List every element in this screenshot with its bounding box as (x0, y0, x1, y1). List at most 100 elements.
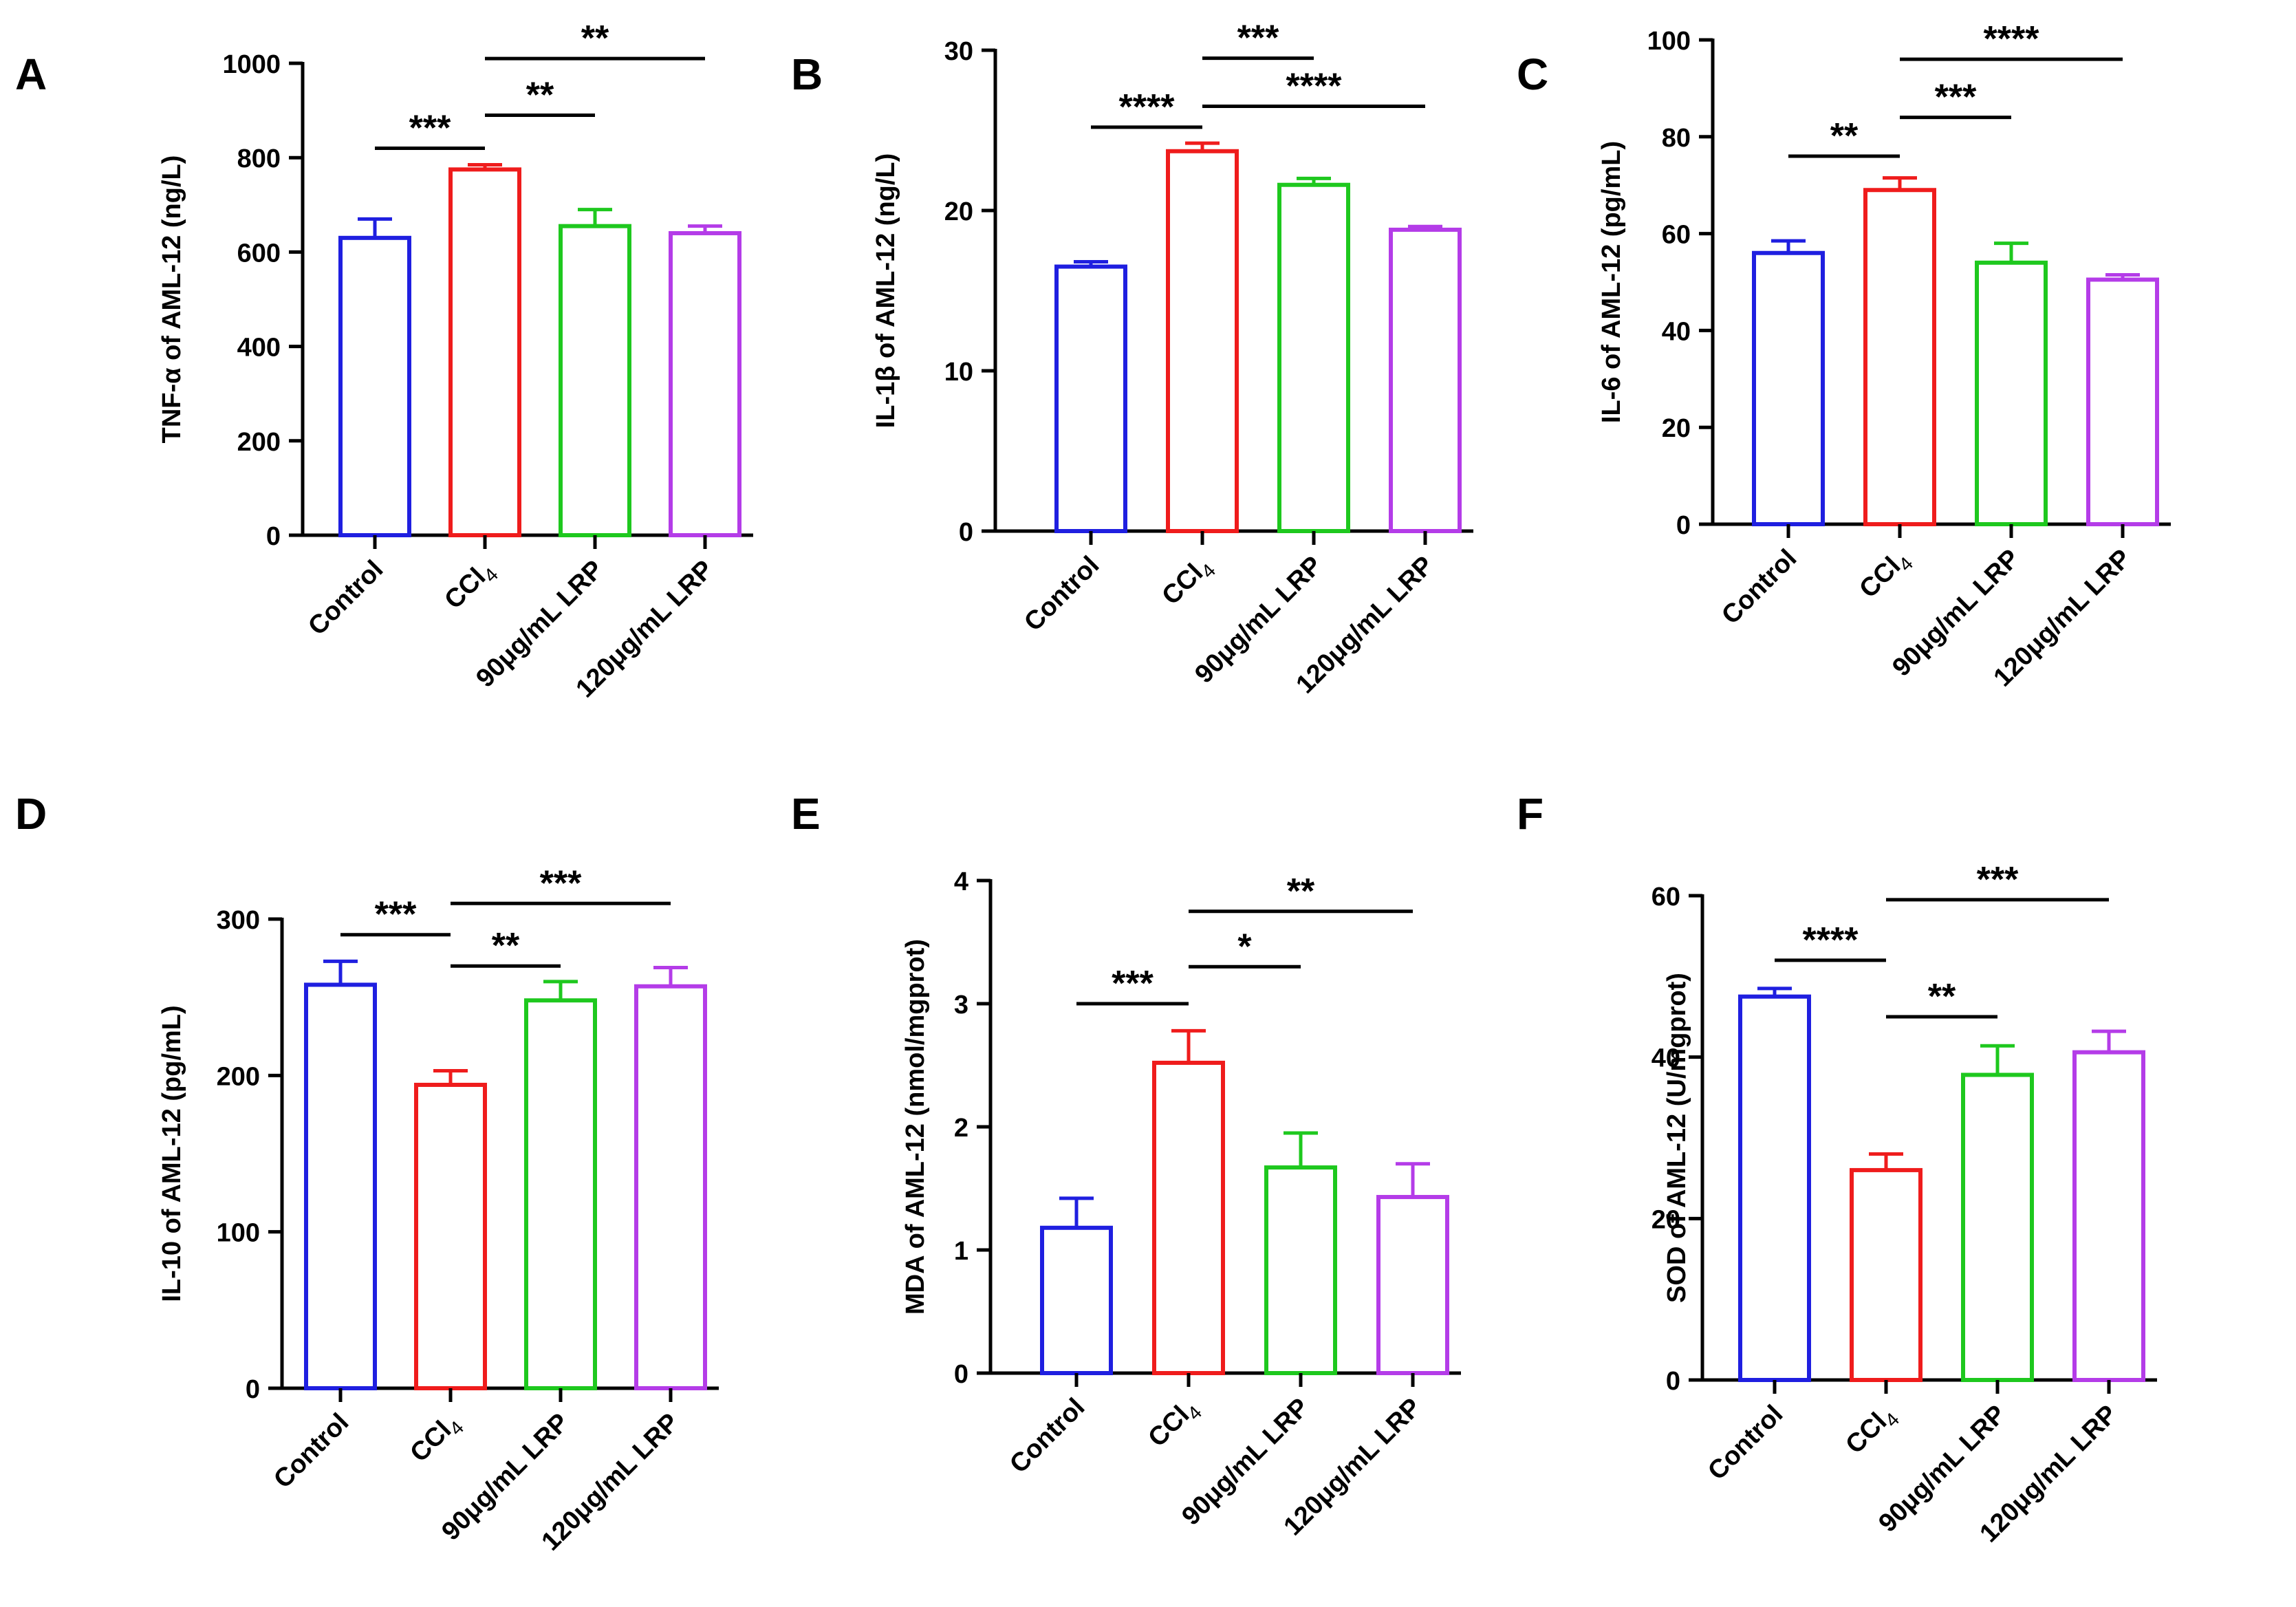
bar-2 (1863, 188, 1936, 526)
y-tick-label: 40 (1662, 317, 1691, 346)
panel-label: E (791, 789, 821, 839)
panel-label: C (1517, 50, 1548, 99)
significance-label: *** (1237, 19, 1279, 58)
y-tick-label: 100 (217, 1219, 260, 1248)
y-axis-label: MDA of AML-12 (nmol/mgprot) (901, 939, 930, 1315)
significance-label: ** (581, 19, 609, 58)
y-tick-label: 80 (1662, 124, 1691, 153)
significance-label: **** (1119, 87, 1176, 127)
panel-label: B (791, 50, 823, 99)
y-tick-label: 40 (1651, 1044, 1680, 1073)
significance-label: ** (1287, 872, 1315, 912)
y-tick-label: 1 (954, 1237, 968, 1266)
bar-1 (1040, 1225, 1113, 1376)
y-tick-label: 600 (237, 239, 281, 268)
x-tick-label: CCl4 (1156, 551, 1220, 614)
y-tick-label: 0 (1666, 1367, 1680, 1396)
y-tick-label: 20 (944, 197, 973, 226)
significance-label: **** (1803, 920, 1859, 960)
significance-label: *** (1935, 78, 1977, 118)
y-tick-label: 200 (237, 428, 281, 457)
significance-label: *** (1977, 860, 2019, 900)
y-tick-label: 1000 (222, 50, 281, 79)
y-axis-label: IL-10 of AML-12 (pg/mL) (158, 1005, 186, 1302)
x-tick-label: CCl4 (439, 555, 502, 618)
panel-f: F 0 20 40 60 SOD of AML-12 (U/mgprot) Control C… (1517, 789, 2157, 1549)
panel-c: C 0 20 40 60 80 100 IL-6 of AML-12 (pg/mL) Contr… (1517, 19, 2171, 693)
bar-3 (559, 224, 631, 537)
significance-label: *** (1112, 964, 1154, 1004)
x-tick-label: CCl4 (1142, 1393, 1206, 1456)
panel-label: A (15, 50, 47, 99)
bar-3 (1961, 1072, 2034, 1382)
panel-b: B 0 10 20 30 IL-1β of AML-12 (ng/L) Control CCl… (791, 19, 1473, 700)
bar-3 (524, 998, 597, 1391)
x-tick-label: CCl4 (404, 1408, 468, 1471)
bar-1 (1054, 264, 1127, 533)
significance-label: ** (1928, 977, 1956, 1017)
bar-4 (634, 984, 707, 1390)
bar-3 (1264, 1165, 1337, 1375)
x-tick-label: CCl4 (1840, 1400, 1903, 1463)
y-axis-label: TNF-α of AML-12 (ng/L) (158, 155, 186, 444)
bar-4 (2086, 277, 2159, 526)
panel-label: F (1517, 789, 1544, 839)
y-tick-label: 20 (1651, 1205, 1680, 1234)
bar-2 (1850, 1167, 1923, 1383)
bar-1 (338, 235, 411, 537)
x-tick-label: Control (1702, 1400, 1788, 1486)
y-tick-label: 800 (237, 144, 281, 173)
significance-label: *** (540, 863, 582, 903)
y-tick-label: 300 (217, 906, 260, 935)
significance-label: * (1237, 927, 1252, 967)
y-tick-label: 0 (266, 522, 281, 551)
y-tick-label: 100 (1647, 27, 1691, 56)
x-tick-label: CCl4 (1854, 544, 1917, 607)
panel-e: E 0 1 2 3 4 MDA of AML-12 (nmol/mgprot) Control… (791, 789, 1461, 1542)
y-tick-label: 200 (217, 1062, 260, 1091)
y-tick-label: 0 (954, 1360, 968, 1389)
significance-label: *** (375, 895, 417, 935)
bar-4 (2072, 1050, 2145, 1383)
y-tick-label: 60 (1651, 883, 1680, 912)
significance-label: ** (1830, 116, 1859, 156)
bar-4 (1376, 1195, 1449, 1376)
y-tick-label: 3 (954, 991, 968, 1020)
y-tick-label: 30 (944, 37, 973, 66)
y-tick-label: 0 (959, 518, 973, 547)
y-tick-label: 2 (954, 1114, 968, 1143)
bar-1 (1738, 994, 1811, 1382)
y-tick-label: 400 (237, 334, 281, 363)
bar-1 (304, 982, 377, 1390)
bar-2 (1152, 1060, 1225, 1376)
bar-4 (1389, 227, 1462, 533)
y-tick-label: 4 (954, 867, 968, 896)
bar-2 (414, 1082, 487, 1391)
y-tick-label: 20 (1662, 414, 1691, 443)
y-axis-label: IL-6 of AML-12 (pg/mL) (1597, 141, 1626, 423)
significance-label: *** (409, 108, 451, 148)
significance-label: **** (1984, 19, 2040, 59)
y-axis-label: SOD of AML-12 (U/mgprot) (1663, 973, 1691, 1303)
bar-3 (1975, 260, 2048, 526)
bar-4 (669, 230, 741, 537)
x-tick-label: Control (303, 555, 389, 641)
significance-label: ** (492, 926, 520, 966)
y-tick-label: 0 (246, 1375, 260, 1404)
bar-2 (448, 167, 521, 538)
x-tick-label: Control (1716, 544, 1802, 630)
bar-1 (1752, 250, 1825, 526)
x-tick-label: Control (1019, 551, 1105, 637)
y-tick-label: 0 (1676, 511, 1691, 540)
x-tick-label: Control (268, 1408, 354, 1494)
significance-label: ** (526, 75, 554, 115)
significance-label: **** (1286, 67, 1343, 107)
bar-2 (1166, 149, 1239, 534)
panel-label: D (15, 789, 47, 839)
y-axis-label: IL-1β of AML-12 (ng/L) (871, 153, 900, 429)
x-tick-label: Control (1004, 1393, 1090, 1479)
bar-3 (1277, 182, 1350, 533)
y-tick-label: 60 (1662, 221, 1691, 250)
panel-d: D 0 100 200 300 IL-10 of AML-12 (pg/mL) Contro… (15, 789, 719, 1557)
